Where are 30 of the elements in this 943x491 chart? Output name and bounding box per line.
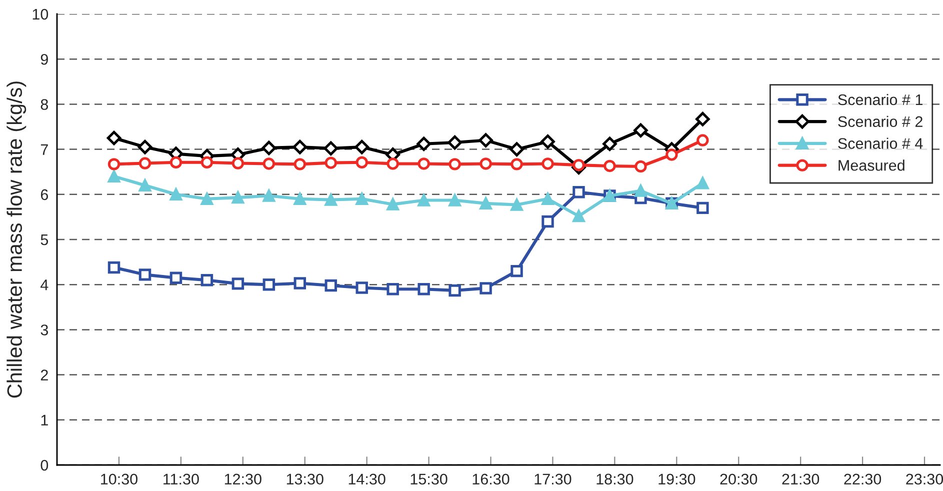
- legend-label: Scenario # 4: [838, 138, 923, 149]
- x-tick-label: 17:30: [534, 474, 572, 485]
- x-tick-label: 13:30: [286, 474, 324, 485]
- y-tick-label: 10: [32, 8, 48, 20]
- x-tick-label: 18:30: [596, 474, 634, 485]
- x-tick-label: 16:30: [472, 474, 510, 485]
- y-tick-label: 7: [40, 144, 48, 155]
- y-tick-label: 2: [40, 370, 48, 380]
- x-tick-label: 20:30: [720, 474, 758, 485]
- x-tick-label: 14:30: [348, 474, 386, 485]
- x-tick-label: 23:30: [906, 474, 943, 485]
- y-tick-label: 1: [41, 414, 48, 426]
- x-tick-label: 19:30: [658, 474, 696, 485]
- y-tick-label: 8: [40, 99, 48, 110]
- y-tick-label: 4: [40, 280, 48, 290]
- x-tick-label: 21:30: [782, 474, 820, 485]
- y-axis-title: Chilled water mass flow rate (kg/s): [6, 82, 26, 398]
- y-tick-label: 9: [40, 54, 48, 65]
- x-tick-label: 22:30: [844, 474, 882, 485]
- x-tick-label: 11:30: [164, 474, 199, 485]
- y-tick-label: 0: [40, 460, 48, 471]
- x-tick-label: 15:30: [410, 474, 448, 485]
- y-tick-label: 6: [40, 189, 48, 200]
- legend-label: Measured: [838, 160, 904, 171]
- y-tick-label: 3: [40, 324, 48, 336]
- x-tick-label: 12:30: [224, 474, 262, 485]
- legend-label: Scenario # 1: [838, 94, 922, 106]
- x-tick-label: 10:30: [101, 474, 138, 485]
- y-tick-label: 5: [40, 234, 48, 246]
- legend-label: Scenario # 2: [838, 116, 922, 128]
